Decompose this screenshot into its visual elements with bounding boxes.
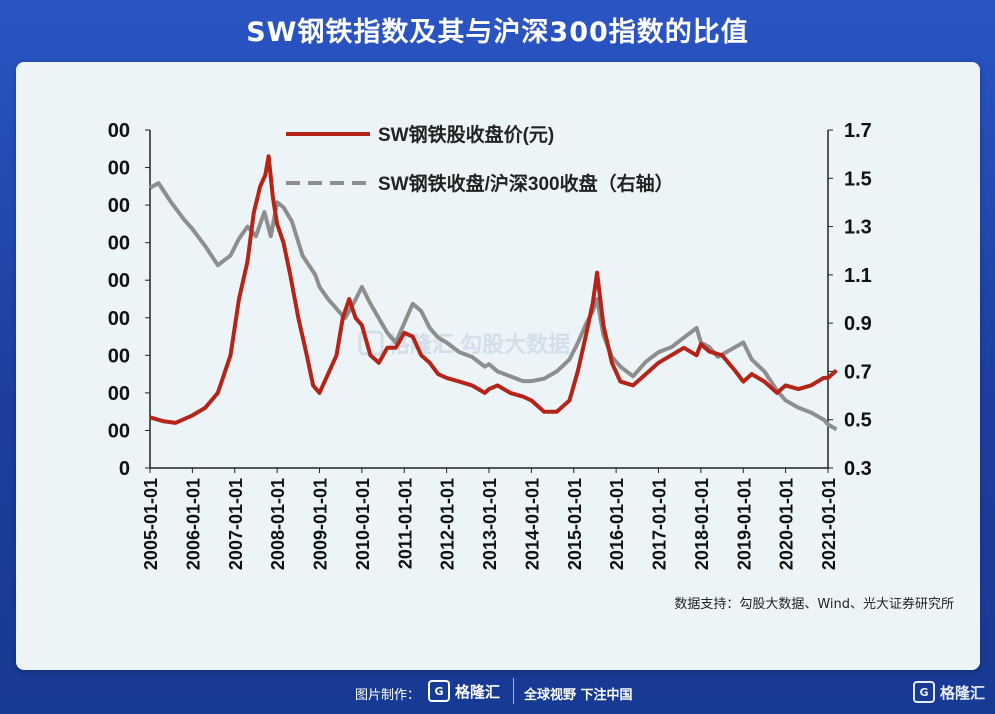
x-tick-label: 2009-01-01: [311, 478, 331, 570]
y-right-axis-ticks: 0.3 0.5 0.7 0.9 1.1 1.3 1.5 1.7: [828, 120, 872, 480]
footer-logo-text: 格隆汇: [455, 682, 501, 701]
corner-logo-icon: G: [912, 681, 935, 703]
footer-divider: [513, 678, 514, 704]
y-right-tick-label: 0.3: [844, 458, 872, 480]
x-tick-label: 2020-01-01: [777, 478, 797, 570]
y-left-tick-label: 00: [108, 233, 130, 255]
x-tick-label: 2015-01-01: [565, 478, 585, 570]
y-left-tick-label: 00: [108, 195, 130, 217]
chart-legend: SW钢铁股收盘价(元) SW钢铁收盘/沪深300收盘（右轴）: [286, 123, 674, 195]
x-tick-label: 2014-01-01: [522, 478, 542, 570]
y-right-tick-label: 1.3: [844, 217, 872, 239]
x-tick-label: 2021-01-01: [819, 478, 839, 570]
x-tick-label: 2006-01-01: [183, 478, 203, 570]
y-left-tick-label: 0: [119, 458, 130, 480]
y-left-tick-label: 00: [108, 383, 130, 405]
footer-logo[interactable]: G 格隆汇: [428, 680, 500, 702]
y-right-tick-label: 0.5: [844, 410, 872, 432]
x-tick-label: 2005-01-01: [141, 478, 161, 570]
y-left-tick-label: 00: [108, 308, 130, 330]
legend-label-price: SW钢铁股收盘价(元): [378, 123, 554, 146]
x-tick-label: 2010-01-01: [353, 478, 373, 570]
legend-label-ratio: SW钢铁收盘/沪深300收盘（右轴）: [378, 172, 674, 195]
y-right-tick-label: 1.7: [844, 120, 872, 142]
logo-g-icon: G: [428, 680, 450, 702]
chart: 格隆汇 勾股大数据 SW钢铁股收盘价(元)SW钢铁收盘/沪深300收盘（右轴） …: [108, 120, 872, 570]
x-tick-label: 2019-01-01: [734, 478, 754, 570]
y-left-tick-label: 00: [108, 120, 130, 142]
data-source-note: 数据支持：勾股大数据、Wind、光大证券研究所: [674, 597, 954, 612]
y-right-tick-label: 0.9: [844, 313, 872, 335]
y-right-tick-label: 0.7: [844, 361, 872, 383]
corner-logo[interactable]: G 格隆汇: [912, 681, 985, 703]
footer-bar: 图片制作： G 格隆汇 全球视野 下注中国 G 格隆汇: [0, 670, 995, 714]
x-tick-label: 2016-01-01: [607, 478, 627, 570]
x-axis-ticks: 2005-01-01 2006-01-01 2007-01-01 2008-01-01…: [141, 468, 839, 570]
x-tick-label: 2011-01-01: [395, 478, 415, 569]
series-line-ratio: [149, 181, 838, 432]
chart-lines: [149, 154, 838, 432]
footer-made-by-label: 图片制作：: [355, 688, 421, 703]
y-right-tick-label: 1.5: [844, 168, 872, 190]
footer-slogan: 全球视野 下注中国: [524, 688, 633, 703]
y-right-tick-label: 1.1: [844, 265, 872, 287]
x-tick-label: 2008-01-01: [268, 478, 288, 570]
page-title: SW钢铁指数及其与沪深300指数的比值: [246, 17, 749, 48]
y-left-tick-label: 00: [108, 420, 130, 442]
x-tick-label: 2007-01-01: [226, 478, 246, 570]
corner-logo-text: 格隆汇: [939, 683, 985, 702]
x-tick-label: 2018-01-01: [692, 478, 712, 570]
x-tick-label: 2012-01-01: [438, 478, 458, 570]
x-tick-label: 2013-01-01: [480, 478, 500, 570]
x-tick-label: 2017-01-01: [650, 478, 670, 570]
series-line-price: [149, 154, 838, 425]
y-left-tick-label: 00: [108, 345, 130, 367]
chart-card: 格隆汇 勾股大数据 SW钢铁股收盘价(元) SW钢铁收盘/沪深300收盘（右轴） …: [16, 62, 980, 670]
y-left-tick-label: 00: [108, 158, 130, 180]
y-left-tick-label: 00: [108, 270, 130, 292]
